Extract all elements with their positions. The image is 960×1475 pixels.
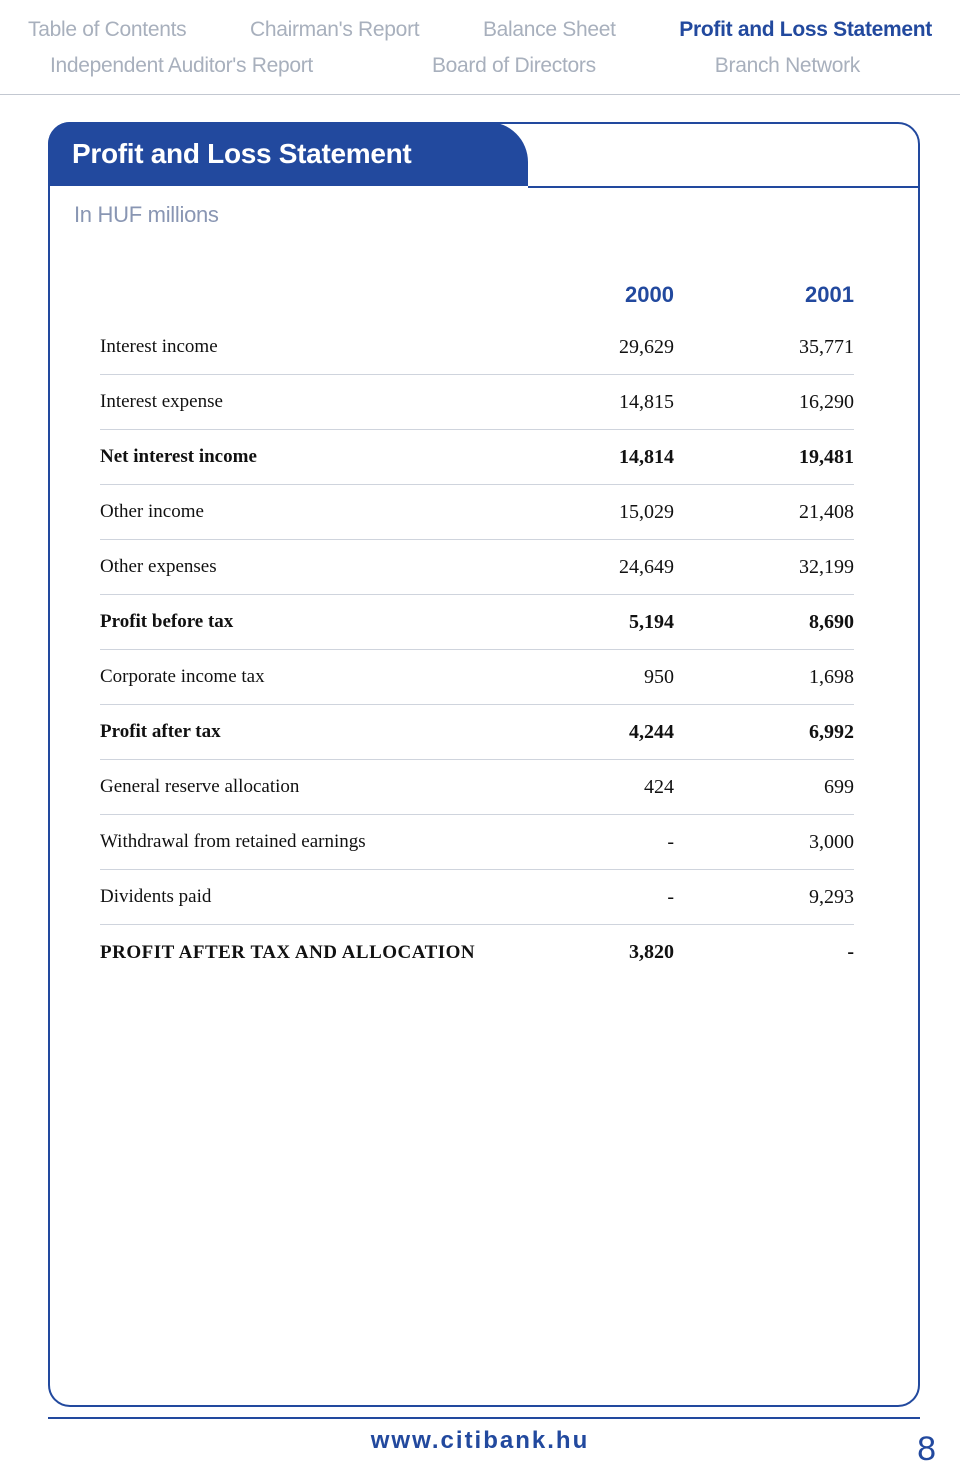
nav-profit-loss[interactable]: Profit and Loss Statement — [679, 18, 932, 42]
row-y2: 1,698 — [674, 666, 854, 689]
table-row: Net interest income 14,814 19,481 — [100, 430, 854, 485]
row-label: Other income — [100, 501, 524, 523]
nav-toc[interactable]: Table of Contents — [28, 18, 186, 42]
row-label: Net interest income — [100, 446, 524, 468]
row-y1: 3,820 — [524, 941, 674, 964]
row-y2: 6,992 — [674, 721, 854, 744]
table-row: General reserve allocation 424 699 — [100, 760, 854, 815]
row-y1: 15,029 — [524, 501, 674, 524]
row-y2: 19,481 — [674, 446, 854, 469]
table-row: Profit after tax 4,244 6,992 — [100, 705, 854, 760]
table-header-year1: 2000 — [524, 282, 674, 308]
row-label: Corporate income tax — [100, 666, 524, 688]
tab-rule — [528, 186, 918, 188]
table-row: Profit before tax 5,194 8,690 — [100, 595, 854, 650]
table-row: Withdrawal from retained earnings - 3,00… — [100, 815, 854, 870]
table-row: Dividents paid - 9,293 — [100, 870, 854, 925]
table-row: Other income 15,029 21,408 — [100, 485, 854, 540]
row-label: Dividents paid — [100, 886, 524, 908]
row-y1: 950 — [524, 666, 674, 689]
row-label: Interest expense — [100, 391, 524, 413]
table-row: Other expenses 24,649 32,199 — [100, 540, 854, 595]
row-y1: - — [524, 831, 674, 854]
row-y2: 35,771 — [674, 336, 854, 359]
nav-board[interactable]: Board of Directors — [432, 54, 596, 78]
row-y1: 424 — [524, 776, 674, 799]
row-label: General reserve allocation — [100, 776, 524, 798]
card-title: Profit and Loss Statement — [72, 138, 411, 170]
table-header-year2: 2001 — [674, 282, 854, 308]
row-y1: - — [524, 886, 674, 909]
footer-rule — [48, 1417, 920, 1419]
row-y2: 32,199 — [674, 556, 854, 579]
nav-row-2: Independent Auditor's Report Board of Di… — [0, 48, 960, 84]
row-label: Interest income — [100, 336, 524, 358]
row-y1: 29,629 — [524, 336, 674, 359]
row-y2: 16,290 — [674, 391, 854, 414]
table-row: Interest expense 14,815 16,290 — [100, 375, 854, 430]
content-card: Profit and Loss Statement In HUF million… — [48, 122, 920, 1407]
card-tab: Profit and Loss Statement — [48, 122, 528, 186]
nav-branch[interactable]: Branch Network — [715, 54, 860, 78]
nav-auditor[interactable]: Independent Auditor's Report — [50, 54, 313, 78]
table-row: Interest income 29,629 35,771 — [100, 320, 854, 375]
financial-table: 2000 2001 Interest income 29,629 35,771 … — [100, 270, 854, 980]
page-number: 8 — [917, 1430, 936, 1469]
card-subtitle: In HUF millions — [74, 202, 219, 228]
table-row: PROFIT AFTER TAX AND ALLOCATION 3,820 - — [100, 925, 854, 980]
row-label: Withdrawal from retained earnings — [100, 831, 524, 853]
row-y2: 9,293 — [674, 886, 854, 909]
nav-balance-sheet[interactable]: Balance Sheet — [483, 18, 616, 42]
nav-row-1: Table of Contents Chairman's Report Bala… — [0, 12, 960, 48]
nav-separator — [0, 94, 960, 95]
table-row: Corporate income tax 950 1,698 — [100, 650, 854, 705]
row-y1: 5,194 — [524, 611, 674, 634]
row-y1: 4,244 — [524, 721, 674, 744]
nav-chairman[interactable]: Chairman's Report — [250, 18, 419, 42]
row-y2: 699 — [674, 776, 854, 799]
row-label: Other expenses — [100, 556, 524, 578]
top-nav: Table of Contents Chairman's Report Bala… — [0, 0, 960, 95]
row-y2: 3,000 — [674, 831, 854, 854]
row-y1: 14,814 — [524, 446, 674, 469]
row-y2: 21,408 — [674, 501, 854, 524]
row-label: PROFIT AFTER TAX AND ALLOCATION — [100, 942, 524, 964]
footer-url[interactable]: www.citibank.hu — [0, 1427, 960, 1455]
row-label: Profit before tax — [100, 611, 524, 633]
row-label: Profit after tax — [100, 721, 524, 743]
row-y2: 8,690 — [674, 611, 854, 634]
row-y1: 14,815 — [524, 391, 674, 414]
row-y2: - — [674, 941, 854, 964]
row-y1: 24,649 — [524, 556, 674, 579]
table-header: 2000 2001 — [100, 270, 854, 320]
